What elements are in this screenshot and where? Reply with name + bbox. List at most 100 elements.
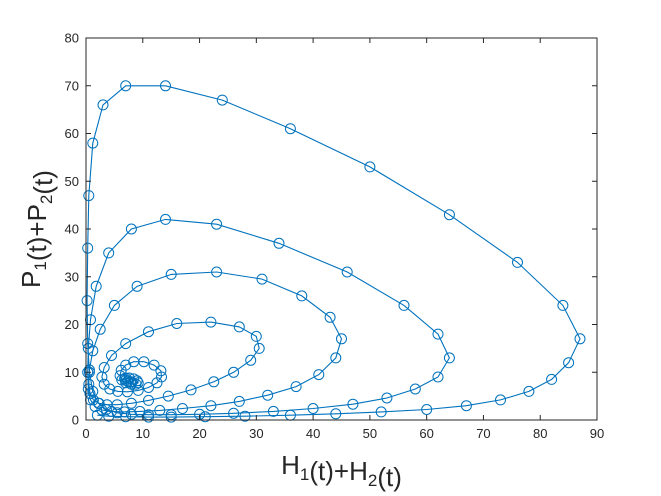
- data-point: [128, 373, 140, 385]
- data-point: [460, 400, 472, 412]
- data-point: [160, 213, 171, 225]
- data-point: [216, 94, 228, 106]
- data-point: [208, 376, 220, 388]
- data-point: [557, 299, 569, 311]
- data-point: [330, 408, 342, 420]
- x-tick-label: 80: [533, 426, 547, 441]
- data-point: [256, 273, 268, 285]
- data-point: [154, 404, 166, 416]
- data-point: [131, 280, 143, 292]
- x-tick-label: 10: [136, 426, 150, 441]
- data-point: [165, 411, 177, 423]
- data-point: [87, 345, 99, 357]
- data-point: [443, 209, 455, 221]
- data-point: [546, 373, 558, 385]
- data-point: [432, 328, 444, 340]
- x-tick-label: 70: [476, 426, 490, 441]
- data-point: [233, 395, 245, 407]
- data-point: [155, 365, 167, 377]
- data-point: [336, 333, 347, 345]
- y-tick-label: 60: [65, 126, 79, 141]
- data-point: [103, 247, 115, 259]
- data-point: [409, 383, 421, 395]
- data-point: [262, 389, 274, 401]
- x-tick-label: 0: [82, 426, 89, 441]
- data-point: [165, 268, 177, 280]
- data-point: [495, 394, 506, 406]
- data-point: [111, 407, 123, 419]
- data-point: [143, 394, 154, 406]
- y-tick-label: 50: [65, 174, 79, 189]
- data-point: [375, 406, 387, 418]
- data-point: [119, 406, 131, 418]
- data-point: [134, 405, 146, 417]
- data-point: [228, 366, 240, 378]
- data-point: [205, 316, 217, 328]
- data-point: [81, 295, 93, 307]
- x-tick-label: 30: [249, 426, 263, 441]
- data-point: [307, 403, 319, 414]
- x-tick-label: 50: [363, 426, 377, 441]
- data-point: [313, 369, 325, 381]
- data-point: [364, 161, 376, 173]
- data-point: [512, 256, 523, 268]
- data-point: [284, 123, 296, 135]
- data-point: [162, 390, 174, 402]
- data-point: [87, 394, 99, 406]
- data-point: [143, 382, 154, 393]
- data-point: [250, 330, 262, 342]
- data-point: [89, 401, 101, 413]
- data-point: [211, 218, 223, 230]
- data-point: [125, 376, 137, 388]
- data-point: [296, 290, 308, 302]
- data-point: [143, 411, 154, 423]
- y-tick-label: 30: [65, 269, 79, 284]
- data-point: [143, 326, 154, 338]
- data-point: [108, 299, 120, 311]
- data-point: [111, 399, 123, 411]
- data-point: [84, 388, 96, 400]
- y-tick-label: 0: [72, 413, 79, 428]
- x-tick-label: 90: [590, 426, 604, 441]
- data-point: [100, 404, 112, 415]
- x-axis-ticks: 0 10 20 30 40 50 60 70 80 90: [82, 38, 604, 441]
- data-point: [83, 190, 95, 202]
- series-lines: [86, 85, 581, 418]
- data-point: [177, 403, 188, 414]
- x-tick-label: 40: [306, 426, 320, 441]
- data-point: [211, 266, 223, 278]
- data-point: [205, 400, 217, 412]
- y-tick-label: 70: [65, 78, 79, 93]
- data-point: [574, 333, 586, 345]
- y-axis-title: P1(t)+P2(t): [16, 170, 58, 288]
- data-point: [82, 242, 94, 254]
- data-point: [341, 266, 353, 278]
- data-point: [120, 80, 132, 92]
- y-tick-label: 20: [65, 317, 79, 332]
- data-point: [93, 397, 105, 409]
- data-point: [82, 366, 94, 378]
- data-point: [82, 383, 94, 395]
- x-tick-label: 20: [192, 426, 206, 441]
- data-point: [199, 411, 211, 423]
- x-tick-label: 60: [419, 426, 433, 441]
- data-point: [290, 381, 302, 393]
- data-point: [330, 352, 342, 364]
- data-point: [125, 397, 137, 409]
- data-point: [185, 384, 197, 396]
- x-axis-title: H1(t)+H2(t): [281, 450, 402, 492]
- data-point: [421, 404, 433, 415]
- y-tick-label: 40: [65, 222, 79, 237]
- data-point: [523, 385, 535, 397]
- data-point: [120, 338, 132, 350]
- data-point: [228, 407, 240, 419]
- data-point: [83, 364, 95, 376]
- data-point: [432, 371, 444, 383]
- data-point: [148, 359, 160, 371]
- data-point: [381, 392, 393, 404]
- data-point: [273, 237, 285, 249]
- data-point: [267, 405, 279, 417]
- data-point: [253, 342, 265, 354]
- data-point: [171, 318, 183, 329]
